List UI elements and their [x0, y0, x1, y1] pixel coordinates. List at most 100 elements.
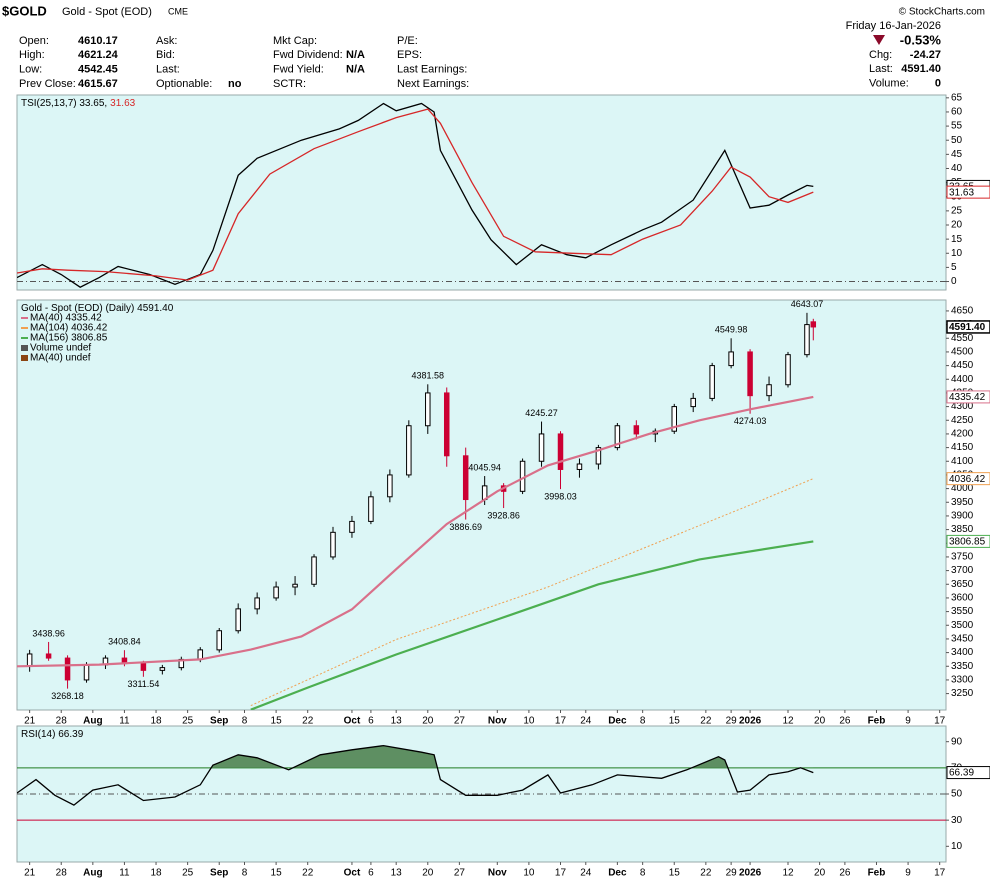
- field-label: P/E:: [397, 35, 418, 47]
- plot-area: [17, 312, 817, 710]
- x-tick-label: Sep: [210, 716, 228, 727]
- x-tick-label: 8: [242, 868, 248, 879]
- x-tick-label: 25: [182, 716, 194, 727]
- x-tick-label: 27: [454, 868, 466, 879]
- candle-body: [766, 384, 772, 397]
- price-annotation: 4549.98: [715, 325, 748, 335]
- candle-body: [368, 496, 374, 522]
- x-tick-label: 22: [700, 716, 712, 727]
- overbought-fill: [17, 745, 814, 768]
- x-tick-label: Sep: [210, 868, 228, 879]
- x-tick-label: 15: [669, 716, 681, 727]
- y-tick-label: 4000: [951, 483, 974, 494]
- price-annotation: 3998.03: [544, 492, 577, 502]
- candle-body: [785, 354, 791, 386]
- legend-text: 31.63: [110, 98, 135, 109]
- x-tick-label: 12: [782, 868, 794, 879]
- y-tick-label: 3850: [951, 524, 974, 535]
- candle-body: [614, 425, 621, 449]
- value-box-label: 66.39: [949, 768, 974, 779]
- field-value: 4591.40: [901, 63, 941, 75]
- series-line: [250, 540, 814, 710]
- x-tick-label: 20: [422, 716, 434, 727]
- copyright: © StockCharts.com: [899, 7, 985, 18]
- value-box-label: 4036.42: [949, 474, 986, 485]
- field-label: Mkt Cap:: [273, 35, 317, 47]
- x-tick-label: 18: [150, 868, 162, 879]
- candle-body: [709, 365, 715, 399]
- candle-body: [810, 321, 817, 328]
- candle-body: [140, 663, 147, 671]
- field-label: SCTR:: [273, 78, 306, 90]
- y-tick-label: 3750: [951, 552, 974, 563]
- candle-body: [273, 586, 279, 599]
- y-tick-label: 3450: [951, 634, 974, 645]
- price-annotation: 3408.84: [108, 637, 141, 647]
- x-tick-label: 20: [422, 868, 434, 879]
- x-tick-label: 22: [700, 868, 712, 879]
- x-tick-label: 22: [302, 716, 314, 727]
- symbol: $GOLD: [2, 3, 47, 18]
- candle-body: [425, 392, 431, 427]
- x-tick-label: 20: [814, 868, 826, 879]
- legend-swatch: [21, 337, 28, 339]
- candle-body: [443, 392, 450, 457]
- price-annotation: 3268.18: [51, 691, 84, 701]
- y-tick-label: 4250: [951, 415, 974, 426]
- panel: [16, 94, 947, 291]
- field-label: Last Earnings:: [397, 64, 467, 76]
- field-label: Last:: [869, 63, 893, 75]
- x-tick-label: 9: [905, 868, 911, 879]
- y-tick-label: 4150: [951, 442, 974, 453]
- candle-body: [235, 608, 241, 632]
- value-box: [946, 534, 990, 548]
- y-tick-label: 4500: [951, 347, 974, 358]
- value-box-label: 4591.40: [949, 322, 986, 333]
- y-tick-label: 90: [951, 736, 963, 747]
- y-tick-label: 3500: [951, 620, 974, 631]
- candle-body: [595, 447, 602, 465]
- x-tick-label: 12: [782, 716, 794, 727]
- x-tick-label: 13: [391, 868, 403, 879]
- legend: Gold - Spot (EOD) (Daily) 4591.40: [21, 303, 174, 314]
- date: Friday 16-Jan-2026: [846, 20, 941, 32]
- x-tick-label: 13: [391, 716, 403, 727]
- legend-text: MA(40) undef: [30, 353, 91, 364]
- x-tick-label: 17: [934, 716, 946, 727]
- x-tick-label: 17: [934, 868, 946, 879]
- field-value: 0: [935, 78, 941, 90]
- panel: [16, 299, 947, 711]
- candle-body: [557, 433, 564, 470]
- candle-body: [633, 425, 640, 435]
- y-tick-label: 3350: [951, 661, 974, 672]
- value-box: [946, 766, 990, 780]
- value-box: [946, 185, 990, 199]
- x-tick-label: Nov: [488, 868, 507, 879]
- x-tick-label: 2026: [739, 868, 762, 879]
- candle-body: [311, 556, 317, 585]
- x-tick-label: 17: [555, 868, 567, 879]
- y-tick-label: 3900: [951, 511, 974, 522]
- x-tick-label: 8: [640, 868, 646, 879]
- candle-body: [26, 653, 33, 667]
- x-tick-label: 27: [454, 716, 466, 727]
- y-tick-label: 4200: [951, 429, 974, 440]
- x-tick-label: Aug: [83, 716, 102, 727]
- x-tick-label: 8: [242, 716, 248, 727]
- series-line: [17, 102, 814, 288]
- x-tick-label: 15: [271, 716, 283, 727]
- value-box: [946, 320, 990, 334]
- y-tick-label: 3400: [951, 647, 974, 658]
- field-label: Open:: [19, 35, 49, 47]
- x-tick-label: 6: [368, 868, 374, 879]
- field-label: Volume:: [869, 78, 909, 90]
- x-tick-label: 26: [839, 868, 851, 879]
- y-tick-label: 50: [951, 135, 963, 146]
- y-tick-label: 3600: [951, 593, 974, 604]
- x-tick-label: 11: [119, 716, 130, 727]
- x-tick-label: Feb: [868, 868, 886, 879]
- x-tick-label: 15: [669, 868, 681, 879]
- x-tick-label: 10: [523, 868, 535, 879]
- series-line: [250, 478, 814, 707]
